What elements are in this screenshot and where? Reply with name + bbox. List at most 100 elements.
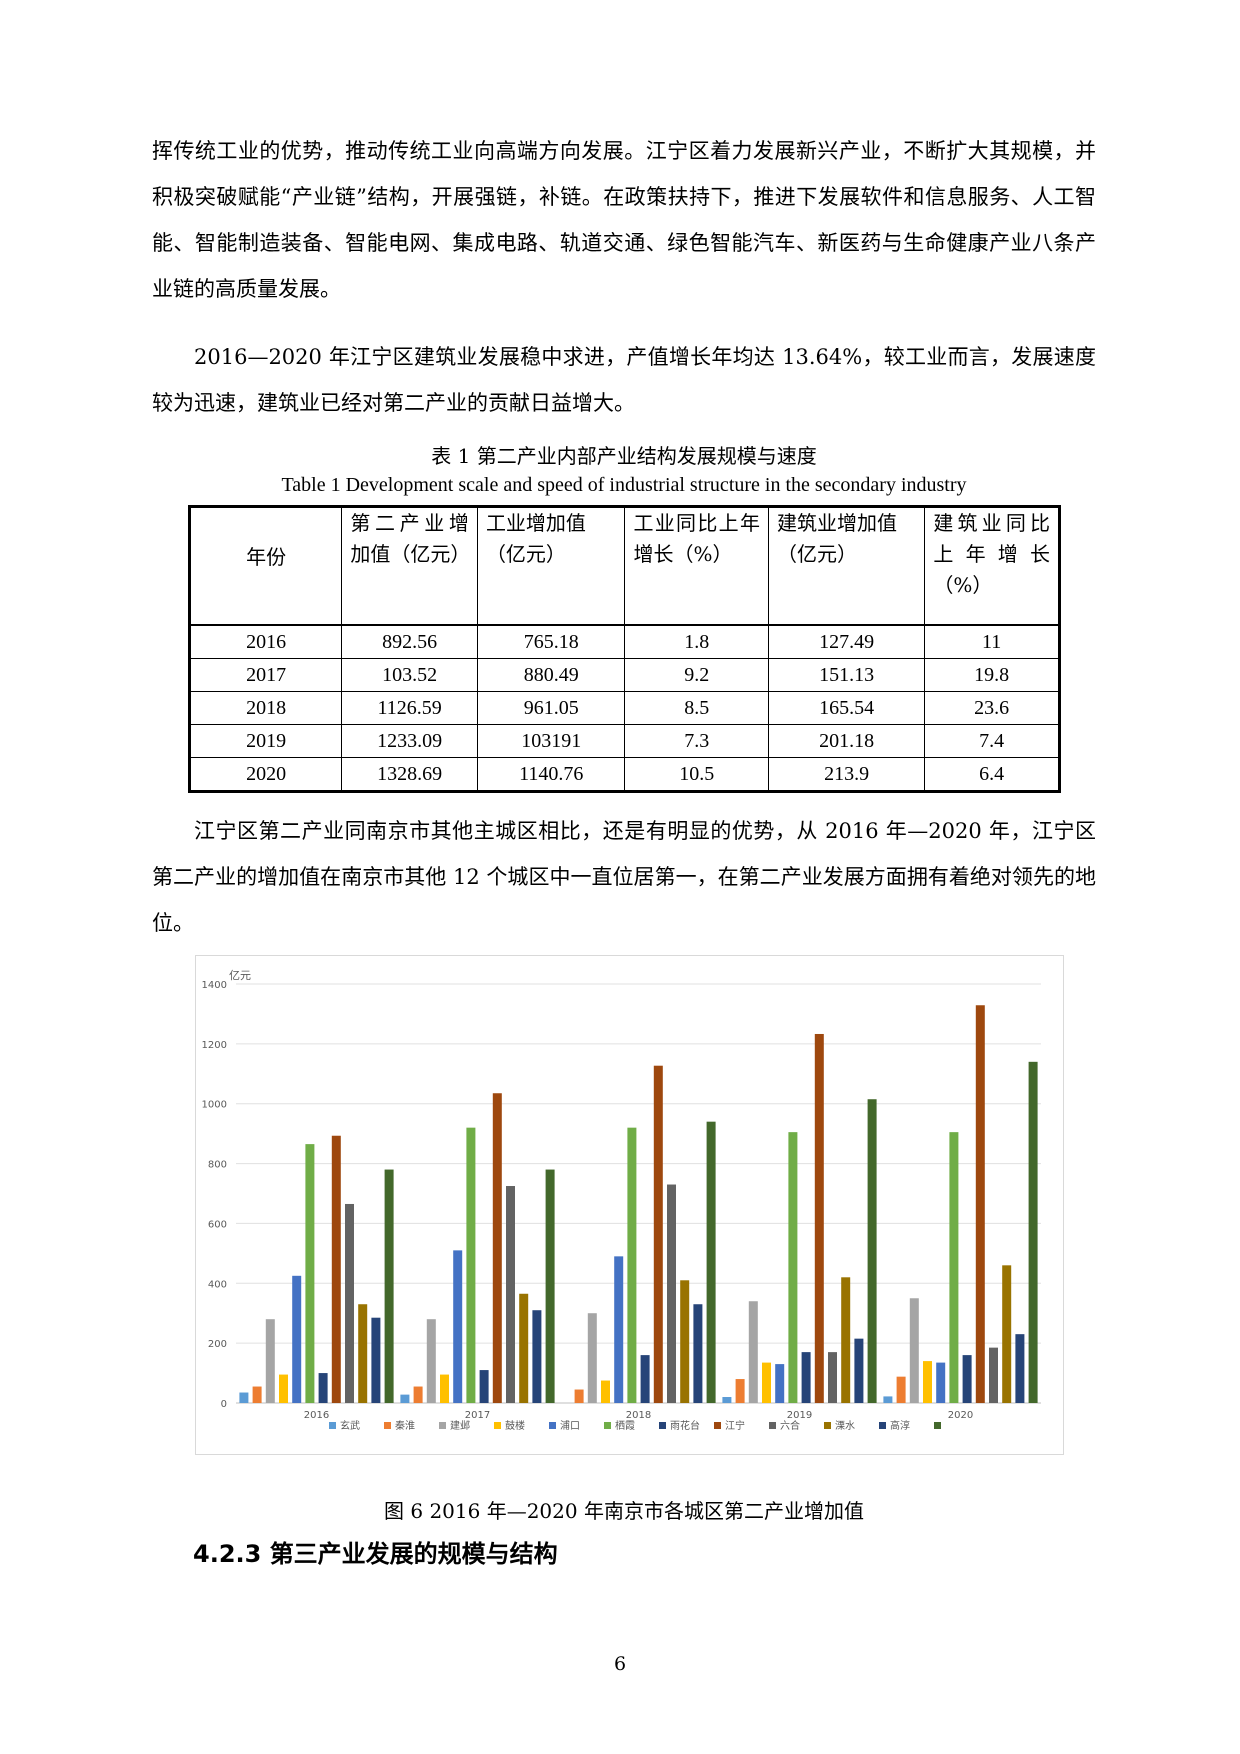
bar (801, 1352, 811, 1403)
bar (680, 1280, 690, 1403)
bar (667, 1184, 676, 1403)
bar (1002, 1265, 1012, 1403)
bar (909, 1298, 919, 1403)
table-cell: 201.18 (767, 724, 926, 758)
legend-swatch (494, 1422, 501, 1429)
bar (426, 1319, 436, 1403)
table-cell: 103191 (476, 724, 626, 758)
bar (384, 1169, 394, 1403)
bar (305, 1144, 315, 1403)
paragraph-1: 挥传统工业的优势，推动传统工业向高端方向发展。江宁区着力发展新兴产业，不断扩大其… (152, 139, 1096, 301)
table-cell: 11 (924, 624, 1060, 659)
bar (788, 1132, 798, 1403)
bar (492, 1093, 502, 1403)
table-header: 建筑业增加值（亿元） (767, 506, 926, 626)
bar (601, 1380, 610, 1403)
legend-label: 雨花台 (670, 1419, 700, 1432)
y-tick-label: 400 (208, 1279, 227, 1290)
table-header: 年份 (188, 506, 343, 626)
table-caption-en: Table 1 Development scale and speed of i… (281, 474, 967, 496)
table-cell: 151.13 (767, 658, 926, 692)
table-cell: 765.18 (476, 624, 626, 659)
bar (748, 1301, 758, 1403)
legend-swatch (439, 1422, 446, 1429)
bar (923, 1361, 932, 1403)
table-cell: 1.8 (624, 624, 769, 659)
bar (479, 1370, 489, 1403)
bar (841, 1277, 851, 1403)
table-cell: 1233.09 (341, 724, 478, 758)
table-cell: 6.4 (924, 757, 1060, 792)
bar (453, 1250, 463, 1403)
x-tick-label: 2020 (948, 1410, 973, 1421)
bar (345, 1203, 354, 1403)
y-tick-label: 600 (208, 1219, 227, 1230)
table-row: 2016 892.56 765.18 1.8 127.49 11 (188, 624, 1060, 659)
table-cell: 2016 (188, 624, 343, 659)
bar (1028, 1061, 1038, 1403)
legend-label: 鼓楼 (505, 1419, 525, 1432)
table-cell: 1126.59 (341, 691, 478, 725)
bar (896, 1376, 906, 1403)
y-tick-label: 1000 (202, 1100, 227, 1111)
table-cell: 7.3 (624, 724, 769, 758)
bar (574, 1389, 584, 1403)
table-cell: 19.8 (924, 658, 1060, 692)
table-cell: 103.52 (341, 658, 478, 692)
bar (440, 1374, 449, 1403)
legend-swatch (549, 1422, 556, 1429)
bar (265, 1319, 275, 1403)
table-header: 第二产业增加值（亿元） (341, 506, 478, 626)
bar (413, 1386, 423, 1403)
table-header: 建筑业同比上年增长（%） (924, 506, 1060, 626)
y-tick-label: 1400 (202, 980, 227, 991)
bar (627, 1127, 637, 1403)
bar (358, 1304, 368, 1403)
bar (735, 1379, 745, 1403)
legend-label: 秦淮 (395, 1419, 415, 1432)
legend-swatch (604, 1422, 611, 1429)
legend-label: 建邺 (450, 1419, 470, 1432)
bar (519, 1293, 529, 1403)
bar (854, 1338, 864, 1403)
legend-swatch (659, 1422, 666, 1429)
x-tick-label: 2017 (465, 1410, 490, 1421)
y-tick-label: 0 (221, 1399, 227, 1410)
table-cell: 961.05 (476, 691, 626, 725)
table-cell: 213.9 (767, 757, 926, 792)
bar (292, 1275, 302, 1403)
table-row: 2019 1233.09 103191 7.3 201.18 7.4 (188, 724, 1060, 758)
x-tick-label: 2019 (787, 1410, 812, 1421)
legend-label: 玄武 (340, 1419, 360, 1432)
paragraph-2: 2016—2020 年江宁区建筑业发展稳中求进，产值增长年均达 13.64%，较… (152, 345, 1096, 415)
bar (775, 1364, 785, 1403)
legend-label: 江宁 (725, 1419, 745, 1432)
bar-chart-frame: 0 200 400 600 800 1000 1200 1400 亿元 2016 2017 2018 2… (195, 955, 1064, 1455)
table-caption-cn: 表 1 第二产业内部产业结构发展规模与速度 (431, 444, 817, 468)
bar (318, 1373, 328, 1403)
bar (400, 1394, 410, 1403)
table-header: 工业增加值（亿元） (476, 506, 626, 626)
bar (706, 1121, 716, 1403)
table-cell: 127.49 (767, 624, 926, 659)
bar (867, 1099, 877, 1403)
bar (828, 1352, 837, 1403)
legend-swatch (384, 1422, 391, 1429)
table-cell: 165.54 (767, 691, 926, 725)
bar (949, 1132, 959, 1403)
table-cell: 1140.76 (476, 757, 626, 792)
legend-swatch (769, 1422, 776, 1429)
legend-label: 高淳 (890, 1419, 910, 1432)
legend-label: 溧水 (835, 1419, 855, 1432)
legend-swatch (714, 1422, 721, 1429)
table-row: 2018 1126.59 961.05 8.5 165.54 23.6 (188, 691, 1060, 725)
bar (883, 1396, 893, 1403)
bar (239, 1392, 249, 1403)
legend-swatch (879, 1422, 886, 1429)
x-tick-label: 2016 (304, 1410, 329, 1421)
table-cell: 2017 (188, 658, 343, 692)
bar (936, 1362, 946, 1403)
table-header-row: 年份 第二产业增加值（亿元） 工业增加值（亿元） 工业同比上年增长（%） 建筑业… (188, 506, 1060, 626)
bar (814, 1033, 824, 1403)
paragraph-3: 江宁区第二产业同南京市其他主城区相比，还是有明显的优势，从 2016 年—202… (152, 819, 1096, 935)
